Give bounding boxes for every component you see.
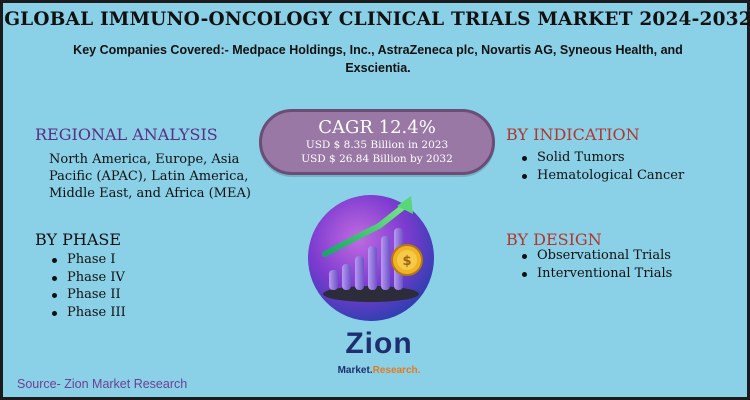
growth-chart-icon: $ bbox=[308, 195, 434, 321]
logo-sub-market: Market. bbox=[337, 365, 373, 376]
list-item: Phase II bbox=[49, 286, 126, 304]
list-item: Phase I bbox=[49, 251, 126, 269]
design-list: Observational Trials Interventional Tria… bbox=[519, 247, 672, 282]
list-item: Phase III bbox=[49, 304, 126, 322]
by-phase-heading: BY PHASE bbox=[35, 230, 122, 249]
list-item: Hematological Cancer bbox=[519, 167, 684, 185]
cagr-value-2023: USD $ 8.35 Billion in 2023 bbox=[305, 139, 449, 151]
list-item: Solid Tumors bbox=[519, 149, 684, 167]
indication-list: Solid Tumors Hematological Cancer bbox=[519, 149, 684, 184]
phase-list: Phase I Phase IV Phase II Phase III bbox=[49, 251, 126, 321]
logo-sub-research: Research. bbox=[372, 365, 421, 376]
regional-analysis-heading: REGIONAL ANALYSIS bbox=[35, 125, 218, 144]
key-companies-text: Key Companies Covered:- Medpace Holdings… bbox=[73, 43, 683, 75]
logo-name: Zion bbox=[345, 327, 413, 360]
logo-subtitle: Market.Research. bbox=[325, 365, 433, 376]
source-text: Source- Zion Market Research bbox=[17, 377, 188, 391]
cagr-badge: CAGR 12.4% USD $ 8.35 Billion in 2023 US… bbox=[259, 109, 495, 175]
list-item: Observational Trials bbox=[519, 247, 672, 265]
page-title: GLOBAL IMMUNO-ONCOLOGY CLINICAL TRIALS M… bbox=[4, 9, 750, 30]
list-item: Phase IV bbox=[49, 269, 126, 287]
list-item: Interventional Trials bbox=[519, 265, 672, 283]
regional-analysis-text: North America, Europe, Asia Pacific (APA… bbox=[49, 152, 251, 201]
by-design-heading: BY DESIGN bbox=[506, 230, 602, 249]
svg-text:$: $ bbox=[402, 254, 411, 269]
by-indication-heading: BY INDICATION bbox=[506, 125, 640, 144]
cagr-title: CAGR 12.4% bbox=[318, 117, 436, 138]
cagr-value-2032: USD $ 26.84 Billion by 2032 bbox=[301, 153, 453, 165]
zion-logo: Zion Market.Research. bbox=[325, 327, 433, 383]
